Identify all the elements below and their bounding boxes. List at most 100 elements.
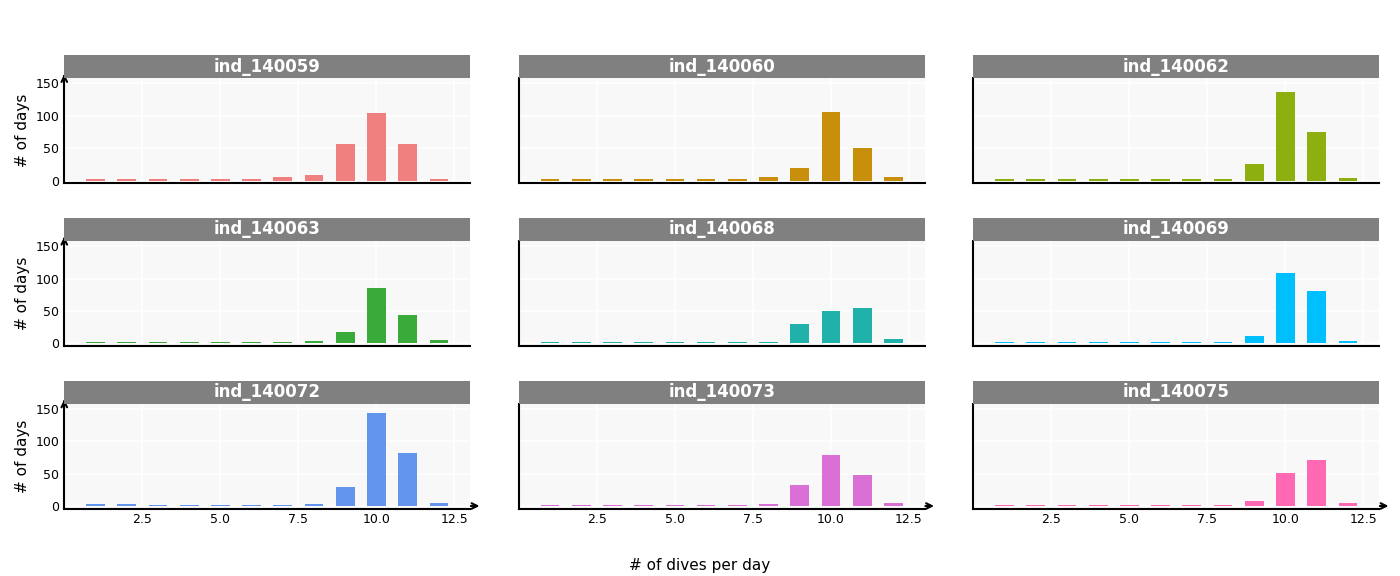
Bar [665, 505, 685, 506]
Bar [883, 339, 903, 343]
Bar [1151, 179, 1170, 181]
Bar [211, 342, 230, 343]
Bar [728, 179, 746, 181]
Bar [634, 179, 652, 181]
FancyBboxPatch shape [519, 55, 924, 78]
Bar [1120, 505, 1138, 506]
Bar [822, 456, 840, 506]
Y-axis label: # of days: # of days [15, 257, 29, 330]
Bar [179, 342, 199, 343]
Bar [1026, 179, 1044, 181]
Bar [305, 176, 323, 181]
Bar [305, 342, 323, 343]
Bar [179, 505, 199, 506]
FancyBboxPatch shape [64, 55, 470, 78]
Bar [1245, 502, 1264, 506]
FancyBboxPatch shape [973, 218, 1379, 241]
Bar [1275, 274, 1295, 343]
Bar [791, 485, 809, 506]
FancyBboxPatch shape [973, 381, 1379, 404]
Text: ind_140073: ind_140073 [668, 383, 776, 401]
Bar [87, 179, 105, 181]
Bar [273, 342, 293, 343]
Bar [1275, 92, 1295, 181]
Bar [399, 143, 417, 181]
FancyBboxPatch shape [64, 218, 470, 241]
Text: ind_140063: ind_140063 [214, 221, 321, 238]
Bar [728, 342, 746, 343]
Bar [399, 315, 417, 343]
Bar [1275, 473, 1295, 506]
Bar [1026, 342, 1044, 343]
Bar [995, 505, 1014, 506]
Bar [822, 112, 840, 181]
Bar [1183, 505, 1201, 506]
Bar [1245, 164, 1264, 181]
Bar [148, 179, 168, 181]
Bar [571, 179, 591, 181]
Bar [571, 505, 591, 506]
Bar [430, 503, 448, 506]
FancyBboxPatch shape [519, 381, 924, 404]
Text: # of dives per day: # of dives per day [630, 558, 770, 573]
Bar [211, 505, 230, 506]
Bar [603, 342, 622, 343]
Bar [665, 179, 685, 181]
Bar [211, 179, 230, 181]
Y-axis label: # of days: # of days [15, 94, 29, 168]
Bar [242, 505, 260, 506]
Text: ind_140069: ind_140069 [1123, 221, 1229, 238]
Bar [1183, 179, 1201, 181]
Bar [1057, 342, 1077, 343]
Bar [305, 504, 323, 506]
Bar [1089, 179, 1107, 181]
Bar [148, 342, 168, 343]
Bar [540, 505, 560, 506]
Bar [853, 148, 872, 181]
Bar [367, 414, 386, 506]
Text: ind_140060: ind_140060 [668, 58, 776, 75]
Bar [1026, 505, 1044, 506]
Text: ind_140075: ind_140075 [1123, 383, 1229, 401]
Bar [87, 342, 105, 343]
Bar [118, 342, 136, 343]
Bar [1183, 342, 1201, 343]
Bar [853, 475, 872, 506]
Text: ind_140062: ind_140062 [1123, 58, 1229, 75]
Bar [87, 504, 105, 506]
Text: ind_140072: ind_140072 [214, 383, 321, 401]
Bar [430, 340, 448, 343]
Bar [665, 342, 685, 343]
Bar [1245, 336, 1264, 343]
Bar [883, 503, 903, 506]
Bar [1308, 291, 1326, 343]
Bar [367, 288, 386, 343]
Bar [242, 342, 260, 343]
Bar [995, 342, 1014, 343]
Bar [853, 308, 872, 343]
Bar [634, 505, 652, 506]
Bar [571, 342, 591, 343]
Bar [118, 179, 136, 181]
Bar [399, 453, 417, 506]
Text: ind_140059: ind_140059 [214, 58, 321, 75]
Bar [1057, 179, 1077, 181]
Bar [791, 324, 809, 343]
Bar [1089, 505, 1107, 506]
FancyBboxPatch shape [973, 55, 1379, 78]
Bar [1214, 179, 1232, 181]
Bar [697, 342, 715, 343]
Bar [1338, 178, 1357, 181]
Bar [1089, 342, 1107, 343]
Bar [1151, 505, 1170, 506]
Bar [697, 505, 715, 506]
Bar [697, 179, 715, 181]
Bar [540, 179, 560, 181]
Bar [540, 342, 560, 343]
Bar [336, 143, 354, 181]
Bar [1338, 503, 1357, 506]
Bar [759, 504, 778, 506]
Bar [1338, 342, 1357, 343]
Text: ind_140068: ind_140068 [668, 221, 776, 238]
Bar [336, 332, 354, 343]
